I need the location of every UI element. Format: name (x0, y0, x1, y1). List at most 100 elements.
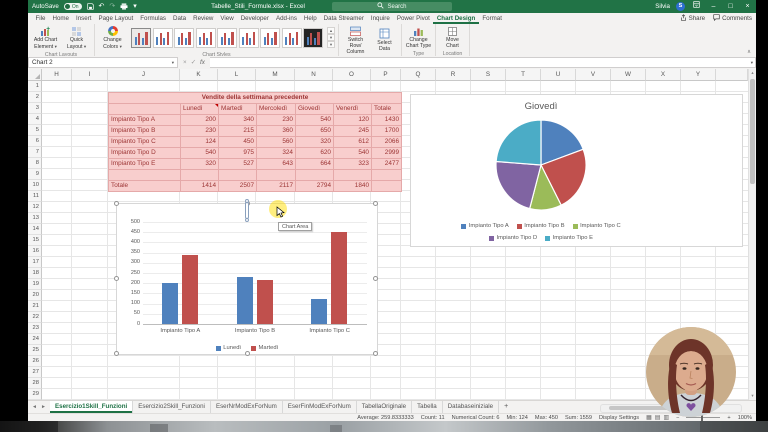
table-cell-empty[interactable] (109, 104, 181, 115)
row-header-5[interactable]: 5 (28, 125, 42, 136)
ribbon-tab-data[interactable]: Data (173, 15, 187, 22)
quick-layout-button[interactable]: Quick Layout ▾ (62, 25, 91, 51)
ribbon-tab-chart-design[interactable]: Chart Design (433, 13, 479, 24)
table-value-cell[interactable]: 540 (296, 115, 334, 126)
table-cell-empty[interactable] (334, 170, 372, 181)
chart-style-thumb-7[interactable] (260, 27, 280, 48)
row-header-21[interactable]: 21 (28, 301, 42, 312)
pie-slice-impianto-tipo-d[interactable] (495, 160, 542, 210)
sheet-tab-esercizio1skill-funzioni[interactable]: Esercizio1Skill_Funzioni (50, 401, 134, 413)
ribbon-tab-review[interactable]: Review (193, 15, 214, 22)
ribbon-tab-add-ins[interactable]: Add-ins (275, 15, 297, 22)
table-value-cell[interactable]: 664 (296, 159, 334, 170)
save-icon[interactable] (86, 3, 94, 10)
row-header-1[interactable]: 1 (28, 81, 42, 92)
table-cell-empty[interactable] (257, 170, 296, 181)
table-value-cell[interactable]: 230 (257, 115, 296, 126)
table-value-cell[interactable]: 360 (257, 126, 296, 137)
pie-slice-impianto-tipo-b[interactable] (540, 148, 587, 207)
page-layout-view-icon[interactable]: ▤ (654, 415, 661, 421)
selection-handle-mr[interactable] (373, 276, 378, 281)
zoom-in-icon[interactable]: + (727, 414, 731, 421)
name-box-dropdown-icon[interactable]: ▾ (171, 59, 174, 65)
ribbon-tab-home[interactable]: Home (52, 15, 69, 22)
table-day-header-totale[interactable]: Totale (372, 104, 402, 115)
change-colors-button[interactable]: Change Colors ▾ (98, 25, 127, 51)
scrollbar-thumb[interactable] (750, 79, 755, 184)
sheet-tab-esercizio2skill-funzioni[interactable]: Esercizio2Skill_Funzioni (133, 401, 211, 413)
name-box[interactable]: Chart 2 ▾ (28, 57, 178, 68)
pie-slice-impianto-tipo-a[interactable] (540, 119, 584, 166)
row-header-10[interactable]: 10 (28, 180, 42, 191)
table-value-cell[interactable]: 324 (257, 148, 296, 159)
sheet-tab-tabella[interactable]: Tabella (412, 401, 443, 413)
printer-icon[interactable] (120, 3, 128, 10)
page-break-view-icon[interactable]: ▥ (663, 415, 670, 421)
table-day-header-gioved[interactable]: Giovedì (296, 104, 334, 115)
collapse-ribbon-icon[interactable]: ∧ (746, 49, 751, 55)
column-header-t[interactable]: T (506, 69, 541, 81)
table-day-header-venerd[interactable]: Venerdì (334, 104, 372, 115)
column-header-q[interactable]: Q (401, 69, 436, 81)
table-value-cell[interactable]: 2066 (372, 137, 402, 148)
column-header-y[interactable]: Y (681, 69, 716, 81)
table-cell-empty[interactable] (181, 170, 219, 181)
table-day-header-mercoled[interactable]: Mercoledì (257, 104, 296, 115)
ribbon-tab-developer[interactable]: Developer (240, 15, 269, 22)
column-header-o[interactable]: O (333, 69, 371, 81)
redo-icon[interactable]: ↷ (109, 3, 116, 10)
sheet-tab-databaseiniziale[interactable]: Databaseiniziale (443, 401, 500, 413)
table-total-cell[interactable]: 1840 (334, 181, 372, 192)
column-header-r[interactable]: R (436, 69, 471, 81)
table-value-cell[interactable]: 1430 (372, 115, 402, 126)
chart-style-thumb-4[interactable] (195, 27, 216, 48)
undo-icon[interactable]: ↶ (98, 3, 105, 10)
minimize-button[interactable]: – (711, 3, 716, 10)
bar-chart[interactable]: 0 50 100 150 200 250 300 350 400 450 500 Impianto T… (114, 201, 378, 356)
row-header-13[interactable]: 13 (28, 213, 42, 224)
sheet-tab-eserfinmodexfornum[interactable]: EserFinModExForNum (283, 401, 357, 413)
ribbon-tab-inquire[interactable]: Inquire (370, 15, 390, 22)
select-data-button[interactable]: Select Data (371, 28, 398, 53)
gallery-down-icon[interactable]: ▾ (327, 34, 335, 42)
table-value-cell[interactable]: 215 (219, 126, 257, 137)
chart-style-thumb-6[interactable] (238, 27, 259, 48)
normal-view-icon[interactable]: ▦ (646, 415, 652, 421)
sheet-tab-esernrmodexfornum[interactable]: EserNrModExForNum (211, 401, 283, 413)
row-header-11[interactable]: 11 (28, 191, 42, 202)
table-value-cell[interactable]: 975 (219, 148, 257, 159)
table-row-label-impianto-tipo-a[interactable]: Impianto Tipo A (109, 115, 181, 126)
ribbon-tab-page-layout[interactable]: Page Layout (98, 15, 134, 22)
row-header-2[interactable]: 2 (28, 92, 42, 103)
table-day-header-marted[interactable]: Martedì (219, 104, 257, 115)
sheet-tab-tabellaoriginale[interactable]: TabellaOriginale (357, 401, 413, 413)
row-header-14[interactable]: 14 (28, 224, 42, 235)
chart-style-thumb-2[interactable] (152, 27, 173, 48)
close-button[interactable]: × (745, 3, 750, 10)
chart-style-thumb-1[interactable] (131, 27, 151, 48)
row-header-29[interactable]: 29 (28, 389, 42, 400)
selection-handle-bm[interactable] (245, 351, 250, 356)
vertical-scrollbar[interactable]: ▴ ▾ (748, 69, 756, 400)
ribbon-tab-format[interactable]: Format (482, 15, 502, 22)
row-header-18[interactable]: 18 (28, 268, 42, 279)
column-header-h[interactable]: H (42, 69, 72, 81)
table-total-cell[interactable]: 2507 (219, 181, 257, 192)
column-header-j[interactable]: J (108, 69, 180, 81)
share-button[interactable]: Share (680, 14, 705, 23)
switch-row-column-button[interactable]: Switch Row/ Column (342, 25, 369, 55)
row-header-20[interactable]: 20 (28, 290, 42, 301)
table-value-cell[interactable]: 323 (334, 159, 372, 170)
row-header-17[interactable]: 17 (28, 257, 42, 268)
row-header-8[interactable]: 8 (28, 158, 42, 169)
chart-style-thumb-9[interactable] (303, 27, 323, 48)
hscroll-thumb[interactable] (609, 406, 699, 410)
row-header-23[interactable]: 23 (28, 323, 42, 334)
table-value-cell[interactable]: 320 (181, 159, 219, 170)
table-cell-empty[interactable] (109, 170, 181, 181)
selection-handle-bl[interactable] (114, 351, 119, 356)
chart-style-thumb-3[interactable] (174, 27, 194, 48)
selection-handle-tr[interactable] (373, 201, 378, 206)
gallery-more-icon[interactable]: ▾ (327, 41, 335, 49)
table-row-label-impianto-tipo-b[interactable]: Impianto Tipo B (109, 126, 181, 137)
